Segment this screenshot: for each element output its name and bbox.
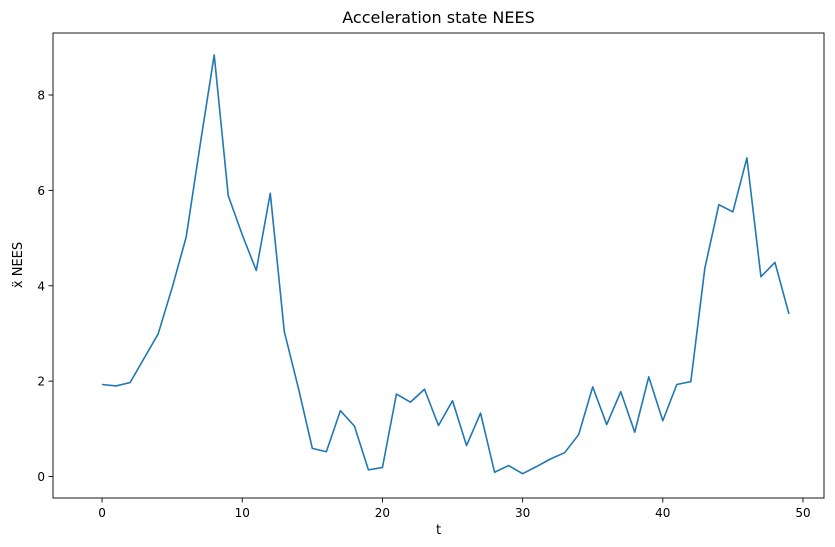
x-tick-label: 20 xyxy=(375,506,390,520)
x-tick-label: 50 xyxy=(795,506,810,520)
x-tick-label: 0 xyxy=(98,506,106,520)
axes-frame xyxy=(52,32,825,499)
plot-area xyxy=(101,54,790,475)
y-tick-label: 2 xyxy=(37,375,45,389)
x-tick-label: 10 xyxy=(235,506,250,520)
x-tick-label: 30 xyxy=(515,506,530,520)
series-line xyxy=(101,54,790,475)
x-axis-label: t xyxy=(436,523,441,538)
y-axis: 0 2 4 6 8 xyxy=(37,89,53,484)
y-tick-label: 0 xyxy=(37,470,45,484)
y-tick-label: 6 xyxy=(37,184,45,198)
x-tick-label: 40 xyxy=(655,506,670,520)
y-tick-label: 4 xyxy=(37,279,45,293)
x-axis: 0 10 20 30 40 50 xyxy=(98,498,811,520)
y-axis-label: ẍ NEES xyxy=(11,242,26,288)
chart-title: Acceleration state NEES xyxy=(342,8,534,27)
y-tick-label: 8 xyxy=(37,89,45,103)
